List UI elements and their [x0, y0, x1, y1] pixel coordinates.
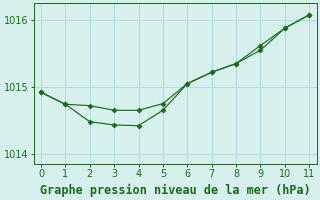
X-axis label: Graphe pression niveau de la mer (hPa): Graphe pression niveau de la mer (hPa)	[40, 183, 310, 197]
